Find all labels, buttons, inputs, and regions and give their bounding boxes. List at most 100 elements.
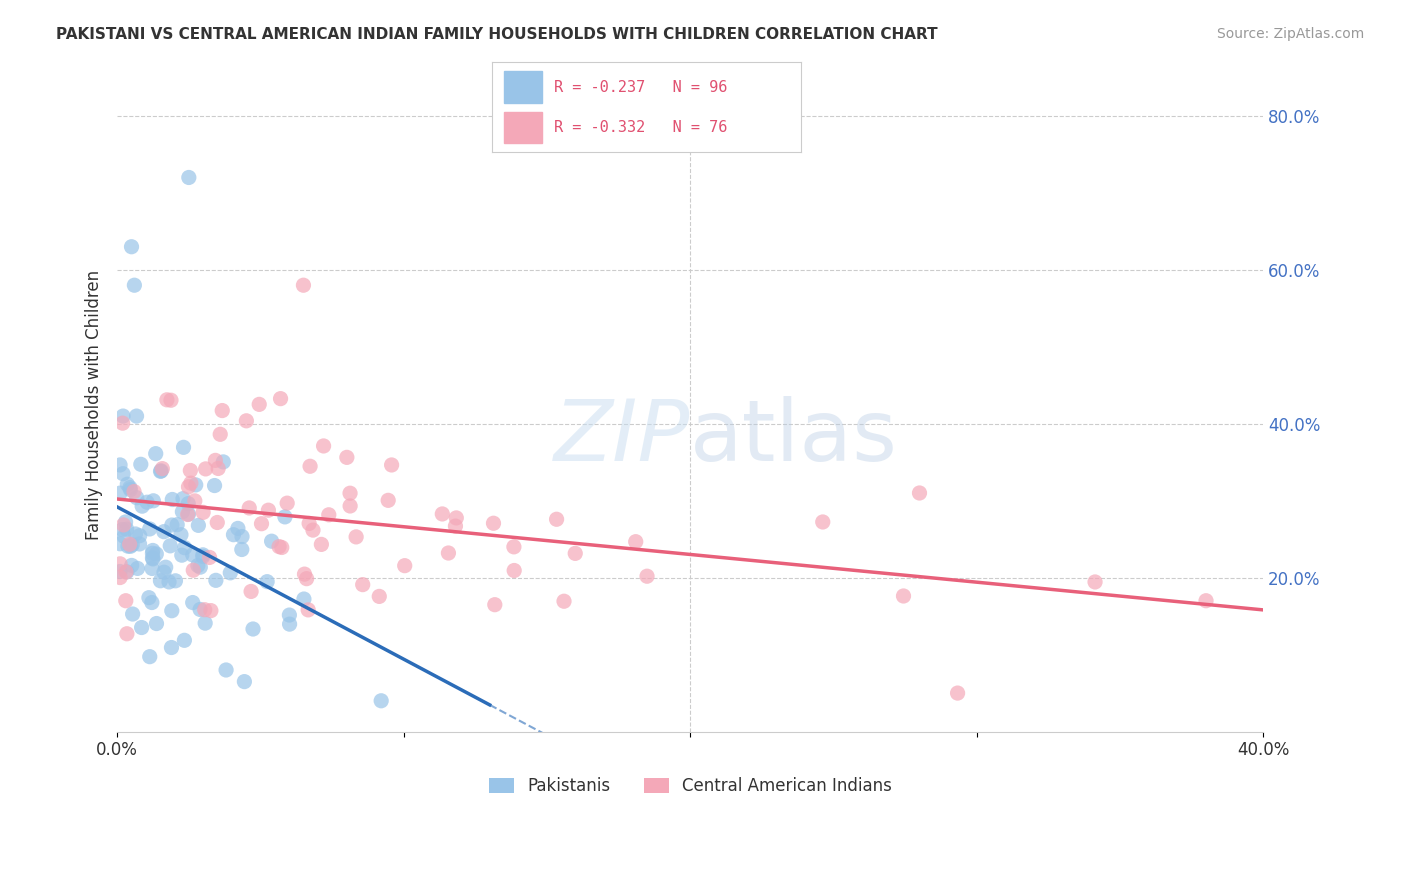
Point — [250, 516, 273, 531]
Point — [1084, 574, 1107, 589]
Point — [339, 486, 361, 500]
Point — [1195, 593, 1218, 607]
Point — [136, 495, 159, 509]
Point — [270, 392, 292, 406]
Point — [121, 607, 143, 621]
Legend: Pakistanis, Central American Indians: Pakistanis, Central American Indians — [482, 771, 898, 802]
Point — [115, 626, 138, 640]
Bar — [505, 112, 541, 143]
Point — [226, 521, 249, 535]
Point — [159, 539, 181, 553]
Point — [177, 480, 200, 494]
Text: R = -0.237   N = 96: R = -0.237 N = 96 — [554, 80, 727, 95]
Point — [908, 486, 931, 500]
Point — [108, 537, 131, 551]
Point — [173, 441, 195, 455]
Point — [111, 523, 134, 537]
Point — [153, 565, 176, 579]
Point — [118, 537, 141, 551]
Point — [108, 565, 131, 579]
Point — [302, 523, 325, 537]
Point — [112, 409, 135, 423]
Point — [138, 522, 160, 536]
Point — [142, 493, 165, 508]
Y-axis label: Family Households with Children: Family Households with Children — [86, 269, 103, 540]
Text: Source: ZipAtlas.com: Source: ZipAtlas.com — [1216, 27, 1364, 41]
Point — [256, 574, 278, 589]
Point — [437, 546, 460, 560]
Point — [142, 543, 165, 558]
Point — [142, 552, 165, 566]
Point — [108, 557, 131, 571]
Point — [150, 464, 173, 478]
Point — [108, 458, 131, 472]
Point — [150, 461, 173, 475]
Point — [160, 518, 183, 533]
Point — [564, 546, 586, 560]
Point — [292, 592, 315, 607]
Point — [160, 640, 183, 655]
Point — [165, 574, 187, 588]
Point — [108, 486, 131, 500]
Point — [235, 414, 257, 428]
Point — [156, 392, 179, 407]
Point — [162, 492, 184, 507]
Point — [139, 649, 162, 664]
Point — [121, 240, 143, 254]
Point — [503, 564, 526, 578]
Point — [311, 537, 333, 551]
Point — [231, 530, 253, 544]
Point — [115, 565, 138, 579]
Point — [482, 516, 505, 531]
Point — [141, 595, 163, 609]
Point — [233, 674, 256, 689]
Point — [125, 491, 148, 505]
Point — [141, 551, 163, 566]
Point — [444, 519, 467, 533]
Point — [118, 481, 141, 495]
Point — [187, 518, 209, 533]
Point — [181, 548, 204, 562]
Point — [145, 547, 167, 561]
Point — [231, 542, 253, 557]
Point — [120, 539, 142, 553]
Point — [138, 591, 160, 605]
Point — [298, 516, 321, 531]
Point — [344, 530, 367, 544]
Point — [188, 560, 211, 574]
Point — [194, 603, 217, 617]
Point — [188, 602, 211, 616]
Point — [204, 478, 226, 492]
Point — [117, 477, 139, 491]
Point — [394, 558, 416, 573]
Point — [432, 507, 454, 521]
Point — [312, 439, 335, 453]
Point — [204, 453, 226, 467]
Point — [205, 574, 228, 588]
Point — [184, 478, 207, 492]
Point — [553, 594, 575, 608]
Point — [811, 515, 834, 529]
Point — [200, 604, 222, 618]
Point — [181, 596, 204, 610]
Point — [157, 574, 180, 589]
Point — [111, 467, 134, 481]
Point — [636, 569, 658, 583]
Point — [446, 511, 468, 525]
Point — [297, 603, 319, 617]
Point — [141, 546, 163, 560]
Point — [172, 505, 194, 519]
Point — [160, 393, 183, 408]
Point — [155, 560, 177, 574]
Point — [299, 459, 322, 474]
Point — [181, 563, 204, 577]
Point — [115, 565, 138, 579]
Point — [381, 458, 404, 472]
Point — [336, 450, 359, 465]
Point — [145, 447, 167, 461]
Point — [257, 503, 280, 517]
Point — [212, 455, 235, 469]
Point — [946, 686, 969, 700]
Point — [117, 539, 139, 553]
Point — [187, 558, 209, 573]
